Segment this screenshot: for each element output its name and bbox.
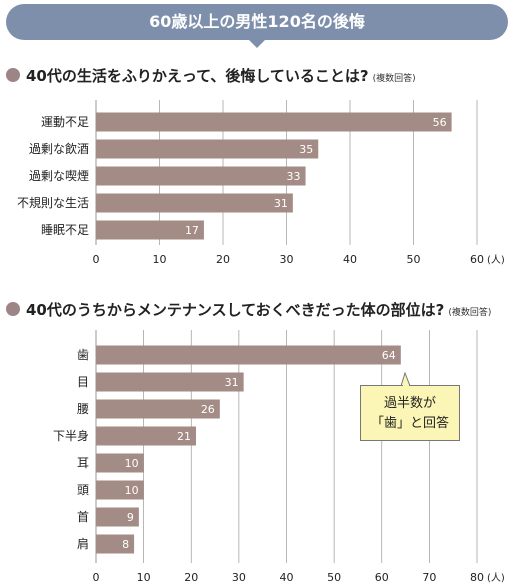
chart2-unit-label: (人) bbox=[487, 572, 505, 584]
bullet-dot-icon bbox=[6, 68, 20, 82]
chart2-bar-value-label: 31 bbox=[225, 376, 239, 389]
chart1-heading: 40代の生活をふりかえって、後悔していることは? (複数回答) bbox=[6, 64, 416, 86]
chart2-x-tick-label: 60 bbox=[375, 571, 389, 584]
chart2-bar bbox=[96, 372, 244, 392]
chart1-x-tick-label: 60 bbox=[470, 253, 484, 266]
chart2-x-tick-label: 30 bbox=[232, 571, 246, 584]
callout-text: 過半数が 「歯」と回答 bbox=[361, 394, 459, 434]
chart1-x-tick-label: 50 bbox=[407, 253, 421, 266]
chart1-plot: 0 10 20 30 40 50 60 (人) 56 運動不足 35 過剰な飲酒 33 過剰な喫煙 31 不規… bbox=[17, 100, 505, 266]
chart2-bar-value-label: 21 bbox=[177, 430, 191, 443]
chart2-x-tick-label: 10 bbox=[137, 571, 151, 584]
chart1-x-tick-label: 20 bbox=[216, 253, 230, 266]
chart2-note: (複数回答) bbox=[448, 307, 492, 318]
chart1-bar bbox=[96, 139, 319, 159]
chart2-bar-value-label: 64 bbox=[382, 349, 396, 362]
chart2-category-label: 首 bbox=[77, 510, 89, 524]
chart2-bar-value-label: 8 bbox=[122, 538, 129, 551]
chart1-x-tick-label: 10 bbox=[153, 253, 167, 266]
chart1-category-label: 過剰な飲酒 bbox=[29, 141, 89, 156]
title-banner: 60歳以上の男性120名の後悔 bbox=[6, 4, 508, 48]
chart2-bar bbox=[96, 399, 220, 419]
chart1-bar bbox=[96, 166, 306, 186]
chart2-x-tick-label: 70 bbox=[422, 571, 436, 584]
chart2-x-tick-label: 0 bbox=[93, 571, 100, 584]
chart2-x-tick-label: 20 bbox=[184, 571, 198, 584]
chart2-x-tick-label: 40 bbox=[280, 571, 294, 584]
chart2-x-tick-label: 80 bbox=[470, 571, 484, 584]
chart2-category-label: 頭 bbox=[77, 483, 89, 497]
chart1-category-label: 過剰な喫煙 bbox=[29, 169, 89, 183]
chart1-bar-value-label: 31 bbox=[274, 197, 288, 210]
chart2-bar bbox=[96, 453, 144, 473]
chart1-bar-value-label: 33 bbox=[287, 170, 301, 183]
chart2-x-tick-label: 50 bbox=[327, 571, 341, 584]
chart1-bar-value-label: 17 bbox=[185, 224, 199, 237]
chart2-bar bbox=[96, 507, 139, 527]
chart1-bar bbox=[96, 220, 204, 240]
chart2-bar-value-label: 10 bbox=[125, 457, 139, 470]
chart1-bar-value-label: 35 bbox=[299, 143, 313, 156]
chart1-category-label: 不規則な生活 bbox=[17, 195, 89, 210]
chart2-category-label: 耳 bbox=[77, 456, 89, 470]
callout-box: 過半数が 「歯」と回答 bbox=[360, 385, 460, 441]
bullet-dot-icon bbox=[6, 302, 20, 316]
chart1-unit-label: (人) bbox=[487, 254, 505, 266]
chart1-x-tick-label: 30 bbox=[280, 253, 294, 266]
chart2-bar bbox=[96, 345, 401, 365]
chart1-bar bbox=[96, 193, 293, 213]
chart2-title: 40代のうちからメンテナンスしておくべきだった体の部位は? bbox=[26, 300, 445, 319]
callout-line-2: 「歯」と回答 bbox=[370, 416, 449, 431]
chart1-note: (複数回答) bbox=[372, 73, 416, 84]
banner-background bbox=[6, 4, 508, 40]
chart1-bar bbox=[96, 112, 452, 132]
chart2-bar-value-label: 9 bbox=[127, 511, 134, 524]
banner-title: 60歳以上の男性120名の後悔 bbox=[149, 12, 365, 31]
chart2-bar-value-label: 10 bbox=[125, 484, 139, 497]
chart1-category-label: 運動不足 bbox=[41, 115, 89, 129]
chart2-bar bbox=[96, 426, 197, 446]
chart1-bar-value-label: 56 bbox=[433, 116, 447, 129]
chart2-category-label: 下半身 bbox=[53, 428, 89, 443]
chart2-bar-value-label: 26 bbox=[201, 403, 215, 416]
chart2-category-label: 肩 bbox=[77, 536, 89, 551]
chart2-category-label: 腰 bbox=[77, 402, 89, 416]
chart1-title: 40代の生活をふりかえって、後悔していることは? bbox=[26, 66, 369, 85]
callout-line-1: 過半数が bbox=[383, 396, 436, 411]
chart1-category-label: 睡眠不足 bbox=[41, 223, 89, 237]
chart2-plot: 0 10 20 30 40 50 60 70 80 (人) 64 歯 31 目 26 腰 21 下半身 10 耳 10 頭… bbox=[53, 330, 505, 584]
chart2-category-label: 歯 bbox=[77, 348, 89, 362]
chart1-x-tick-label: 0 bbox=[93, 253, 100, 266]
chart2-bar bbox=[96, 480, 144, 500]
chart2-category-label: 目 bbox=[77, 375, 89, 389]
chart2-heading: 40代のうちからメンテナンスしておくべきだった体の部位は? (複数回答) bbox=[6, 298, 491, 320]
banner-pointer bbox=[247, 38, 267, 48]
chart1-x-tick-label: 40 bbox=[343, 253, 357, 266]
chart2-bar bbox=[96, 534, 135, 554]
